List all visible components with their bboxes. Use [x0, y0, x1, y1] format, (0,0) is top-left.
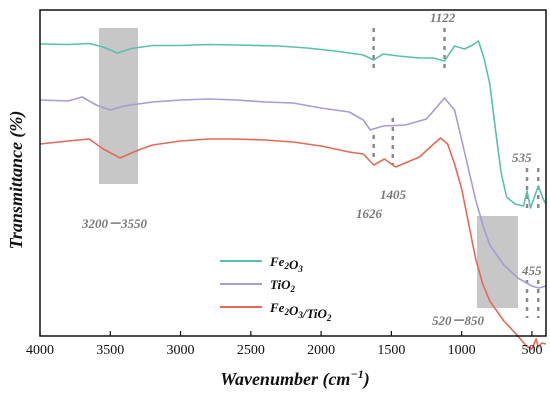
annotation-label-520-850: 520－850: [432, 313, 485, 328]
x-axis-title: Wavenumber (cm−1): [220, 367, 369, 390]
x-tick-label: 2500: [237, 343, 265, 358]
legend-label: TiO2: [270, 277, 295, 294]
series-line-1: [39, 40, 547, 209]
annotation-label-455: 455: [521, 263, 542, 278]
x-axis-ticks: 4000 3500 3000 2500 2000 1500 1000 500: [26, 331, 542, 358]
series-layer: [39, 40, 547, 350]
legend-label: Fe2O3: [269, 254, 303, 274]
y-axis-title: Transmittance (%): [6, 111, 27, 250]
x-tick-label: 500: [521, 343, 542, 358]
shaded-band-520-850: [477, 216, 518, 308]
shaded-band-3200-3550: [99, 28, 138, 184]
x-tick-label: 3500: [96, 343, 124, 358]
plot-frame: [39, 9, 547, 337]
legend: Fe2O3 TiO2 Fe2O3/TiO2: [220, 254, 332, 323]
annotation-label-535: 535: [512, 150, 532, 165]
x-tick-label: 3000: [167, 343, 195, 358]
annotation-label-1122: 1122: [430, 10, 456, 25]
x-tick-label: 4000: [26, 343, 54, 358]
annotation-label-1405: 1405: [380, 187, 407, 202]
annotation-label-3200-3550: 3200－3550: [81, 216, 148, 231]
annotation-marker-lines: [372, 28, 540, 318]
x-tick-label: 1000: [448, 343, 476, 358]
annotation-label-1626: 1626: [356, 206, 383, 221]
x-tick-label: 2000: [307, 343, 335, 358]
series-line-3: [39, 137, 547, 350]
x-tick-label: 1500: [377, 343, 405, 358]
legend-label: Fe2O3/TiO2: [269, 300, 332, 323]
series-line-2: [39, 96, 547, 289]
